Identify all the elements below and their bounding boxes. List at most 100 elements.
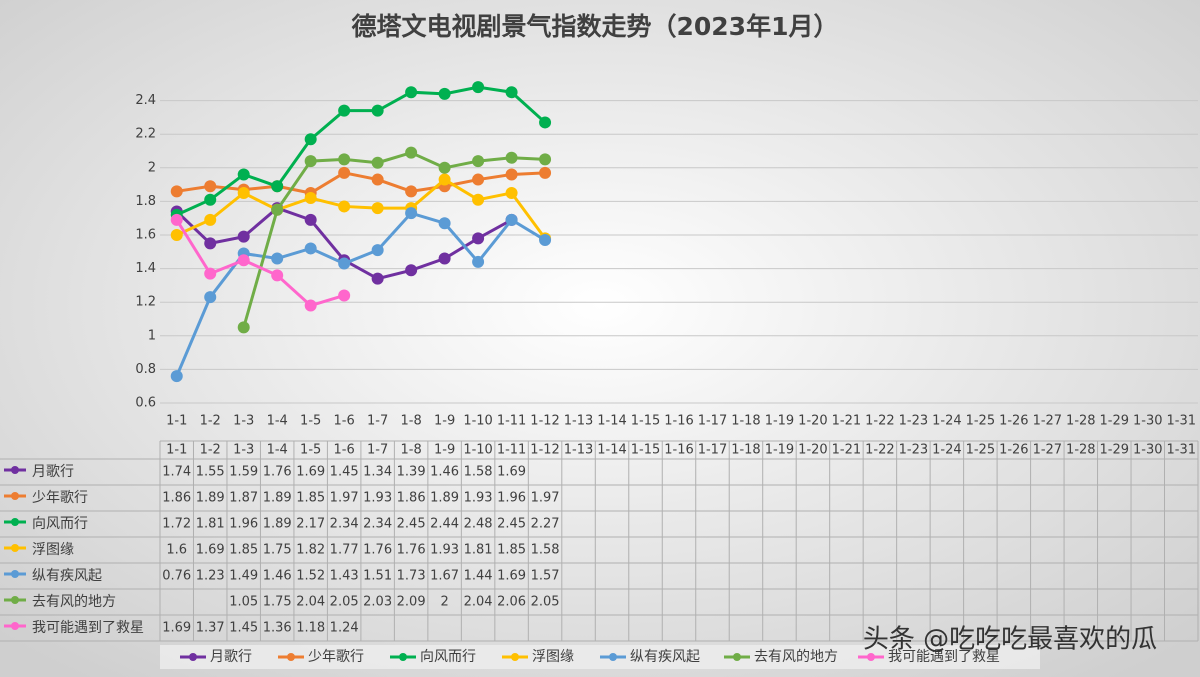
- table-cell: 1.05: [229, 595, 258, 610]
- point: [304, 299, 317, 312]
- table-cell: 1.93: [430, 543, 459, 558]
- legend-label: 浮图缘: [532, 649, 574, 665]
- x-tick-label: 1-29: [1100, 414, 1130, 429]
- point: [304, 242, 317, 255]
- y-tick-label: 1.2: [135, 295, 156, 310]
- point: [304, 133, 317, 146]
- point: [204, 237, 217, 250]
- point: [271, 203, 284, 216]
- legend-key: [11, 466, 19, 474]
- point: [304, 213, 317, 226]
- point: [204, 193, 217, 206]
- table-cell: 1.89: [430, 491, 459, 506]
- x-tick-label: 1-4: [267, 414, 288, 429]
- x-tick-label: 1-30: [1133, 414, 1163, 429]
- y-tick-label: 0.6: [135, 396, 156, 411]
- point: [405, 146, 418, 159]
- table-header: 1-2: [200, 443, 221, 458]
- point: [338, 257, 351, 270]
- point: [170, 213, 183, 226]
- table-header: 1-31: [1167, 443, 1197, 458]
- point: [204, 213, 217, 226]
- table-cell: 1.76: [363, 543, 392, 558]
- point: [338, 104, 351, 117]
- point: [204, 291, 217, 304]
- table-cell: 1.76: [397, 543, 426, 558]
- legend-key: [11, 596, 19, 604]
- point: [338, 166, 351, 179]
- table-cell: 1.51: [363, 569, 392, 584]
- table-cell: 2.34: [363, 517, 392, 532]
- table-cell: 1.76: [263, 465, 292, 480]
- point: [237, 187, 250, 199]
- point: [438, 173, 451, 186]
- table-cell: 1.85: [296, 491, 325, 506]
- table-cell: 1.85: [497, 543, 526, 558]
- watermark: 头条 @吃吃吃最喜欢的瓜: [863, 625, 1157, 655]
- point: [472, 173, 485, 186]
- table-cell: 1.49: [229, 569, 258, 584]
- point: [505, 151, 518, 164]
- table-cell: 1.69: [196, 543, 225, 558]
- point: [472, 193, 485, 206]
- point: [237, 168, 250, 181]
- legend-key: [511, 653, 519, 661]
- table-cell: 1.86: [162, 491, 191, 506]
- table-cell: 1.52: [296, 569, 325, 584]
- table-cell: 2.44: [430, 517, 459, 532]
- x-tick-label: 1-23: [899, 414, 929, 429]
- legend-key: [287, 653, 295, 661]
- table-cell: 1.57: [531, 569, 560, 584]
- y-tick-label: 2: [148, 160, 156, 175]
- table-cell: 1.58: [464, 465, 493, 480]
- table-cell: 1.46: [430, 465, 459, 480]
- y-tick-label: 0.8: [135, 362, 156, 377]
- row-header: 向风而行: [32, 516, 88, 532]
- legend-label: 少年歌行: [308, 649, 364, 665]
- point: [438, 87, 451, 100]
- table-cell: 1.43: [330, 569, 359, 584]
- point: [170, 370, 183, 383]
- table-header: 1-30: [1133, 443, 1163, 458]
- y-tick-label: 1: [148, 328, 156, 343]
- table-cell: 1.85: [229, 543, 258, 558]
- point: [237, 321, 250, 334]
- table-cell: 1.97: [531, 491, 560, 506]
- table-cell: 1.69: [497, 465, 526, 480]
- y-tick-label: 2.2: [135, 127, 156, 142]
- x-tick-label: 1-18: [731, 414, 761, 429]
- point: [271, 252, 284, 265]
- point: [237, 230, 250, 243]
- legend-label: 月歌行: [210, 649, 252, 665]
- table-cell: 2.45: [497, 517, 526, 532]
- point: [204, 180, 217, 193]
- table-cell: 2.05: [330, 595, 359, 610]
- point: [472, 81, 485, 94]
- point: [371, 272, 384, 285]
- table-cell: 1.81: [196, 517, 225, 532]
- table-cell: 1.74: [162, 465, 191, 480]
- point: [438, 161, 451, 174]
- table-header: 1-17: [698, 443, 728, 458]
- table-header: 1-12: [530, 443, 560, 458]
- chart-title: 德塔文电视剧景气指数走势（2023年1月）: [352, 12, 839, 41]
- point: [505, 213, 518, 226]
- x-tick-label: 1-14: [597, 414, 627, 429]
- table-cell: 1.24: [330, 621, 359, 636]
- table-cell: 1.55: [196, 465, 225, 480]
- x-tick-label: 1-25: [966, 414, 996, 429]
- legend-label: 去有风的地方: [754, 649, 838, 665]
- x-tick-label: 1-21: [832, 414, 862, 429]
- point: [304, 192, 317, 205]
- table-cell: 1.69: [162, 621, 191, 636]
- point: [438, 252, 451, 265]
- table-cell: 1.69: [497, 569, 526, 584]
- point: [539, 116, 552, 129]
- point: [271, 180, 284, 193]
- legend-label: 我可能遇到了救星: [888, 649, 1000, 665]
- legend-key: [11, 544, 19, 552]
- point: [304, 155, 317, 168]
- x-tick-label: 1-8: [401, 414, 422, 429]
